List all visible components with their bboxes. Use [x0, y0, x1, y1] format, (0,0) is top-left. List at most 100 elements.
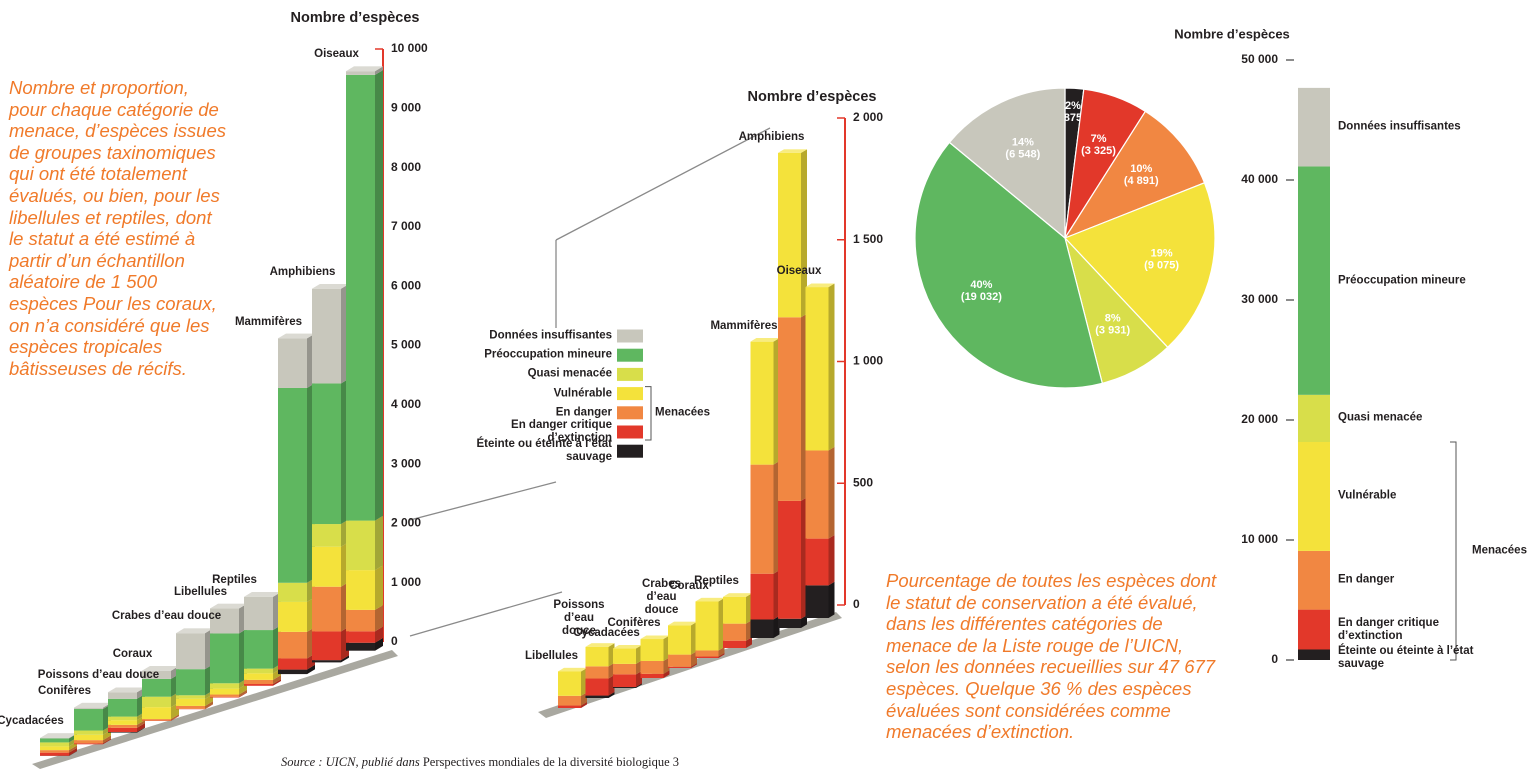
- category-label: Crabes d’eau douce: [642, 577, 681, 616]
- bar-segment: [558, 701, 587, 708]
- bar-top-light: [346, 66, 383, 72]
- bar-front: [210, 608, 239, 634]
- bar-segment: [778, 615, 807, 628]
- bar-front: [210, 694, 239, 697]
- bar-side-shade: [239, 683, 247, 695]
- segment-label: Préoccupation mineure: [1338, 274, 1466, 287]
- bar-top-light: [108, 687, 145, 693]
- bar-side-shade: [137, 720, 145, 728]
- segment-label: Éteinte ou éteinte à l’état sauvage: [1338, 644, 1474, 670]
- bar-front: [176, 698, 205, 706]
- bar-front: [778, 152, 801, 318]
- bar-front: [312, 660, 341, 663]
- bar-front: [108, 727, 137, 733]
- legend-swatch: [617, 444, 643, 458]
- bar-segment: [108, 727, 145, 733]
- bar-side-shade: [273, 679, 281, 686]
- bar-front: [210, 688, 239, 695]
- bar-front: [176, 669, 205, 696]
- y-axis-title: Nombre d’espèces: [1174, 26, 1290, 41]
- floor: [32, 650, 398, 769]
- category-label: Coraux: [112, 647, 153, 660]
- bar-segment: [805, 535, 835, 586]
- bar-front: [558, 671, 581, 696]
- bar-side: [239, 692, 247, 698]
- bar-side-shade: [171, 715, 179, 721]
- bar-top-light: [558, 667, 587, 672]
- bar-front: [558, 705, 581, 708]
- bar-side-shade: [746, 637, 752, 648]
- description: Nombre et proportion, pour chaque catégo…: [9, 77, 226, 379]
- bar-segment: [750, 615, 780, 638]
- bar-front: [108, 698, 137, 717]
- bar-top: [558, 667, 587, 672]
- pie-count-label: (9 075): [1144, 260, 1179, 272]
- bar-segment: [210, 628, 247, 684]
- bar-side: [341, 655, 349, 663]
- bar-side-shade: [375, 515, 383, 571]
- bar-top-light: [668, 621, 697, 626]
- bar-side-shade: [137, 723, 145, 733]
- bar-side: [205, 701, 213, 709]
- bar-segment: [668, 621, 697, 655]
- bar-side: [273, 679, 281, 686]
- bar-front: [312, 288, 341, 384]
- bar-front: [108, 724, 137, 728]
- bar-side: [239, 683, 247, 695]
- source-prefix: Source : UICN, publié dans: [280, 755, 420, 769]
- bar-segment: [695, 652, 725, 658]
- pie-value-label: 2%: [1065, 100, 1081, 112]
- group-label: Menacées: [655, 406, 710, 419]
- y-tick-label: 40 000: [1241, 172, 1278, 186]
- y-tick-label: 30 000: [1241, 292, 1278, 306]
- bar-front: [74, 743, 103, 745]
- y-tick-label: 1 000: [853, 354, 883, 368]
- bar-segment: [74, 735, 111, 744]
- bar-segment: [695, 597, 725, 651]
- y-tick-label: 0: [391, 634, 398, 648]
- bar-front: [142, 719, 171, 721]
- bar-front: [40, 746, 69, 751]
- bar-front: [278, 387, 307, 583]
- bar-side-shade: [608, 691, 615, 698]
- bar-side-shade: [828, 535, 835, 586]
- bar-side-shade: [663, 670, 670, 678]
- y-tick-label: 5 000: [391, 338, 421, 352]
- connector: [409, 591, 563, 637]
- bar-side: [273, 675, 281, 685]
- bar-side: [375, 605, 383, 632]
- bar-side: [205, 704, 213, 710]
- bar-segment: [142, 714, 179, 721]
- bar-front: [108, 716, 137, 721]
- bar-top: [805, 283, 835, 288]
- bar-side: [103, 738, 111, 745]
- bar-top-light: [210, 603, 247, 609]
- bar-side: [801, 149, 807, 318]
- legend-label: Quasi menacée: [527, 367, 612, 380]
- bar-front: [312, 631, 341, 661]
- bar-side-shade: [636, 683, 642, 688]
- category-label: Conifères: [607, 617, 661, 630]
- bar-front: [723, 640, 746, 648]
- bar-side-shade: [828, 283, 835, 451]
- bar-side: [375, 515, 383, 571]
- bar-front: [278, 669, 307, 675]
- bar-front: [74, 707, 103, 710]
- y-tick-label: 3 000: [391, 456, 421, 470]
- pie-count-label: (4 891): [1124, 175, 1159, 187]
- bar-front: [640, 639, 664, 661]
- bar-top-light: [176, 628, 213, 634]
- bar-top-light: [142, 665, 179, 671]
- bar-front: [142, 670, 171, 679]
- category-label: Coraux: [669, 579, 709, 592]
- bar-segment: [40, 747, 77, 756]
- legend-swatch: [617, 367, 643, 381]
- bar-front: [346, 74, 375, 521]
- bar-segment: [668, 663, 697, 668]
- bar-segment: [278, 333, 315, 388]
- bar-side: [171, 714, 179, 721]
- y-tick-label: 8 000: [391, 160, 421, 174]
- legend-swatch: [617, 425, 643, 439]
- bar-segment: [695, 646, 725, 657]
